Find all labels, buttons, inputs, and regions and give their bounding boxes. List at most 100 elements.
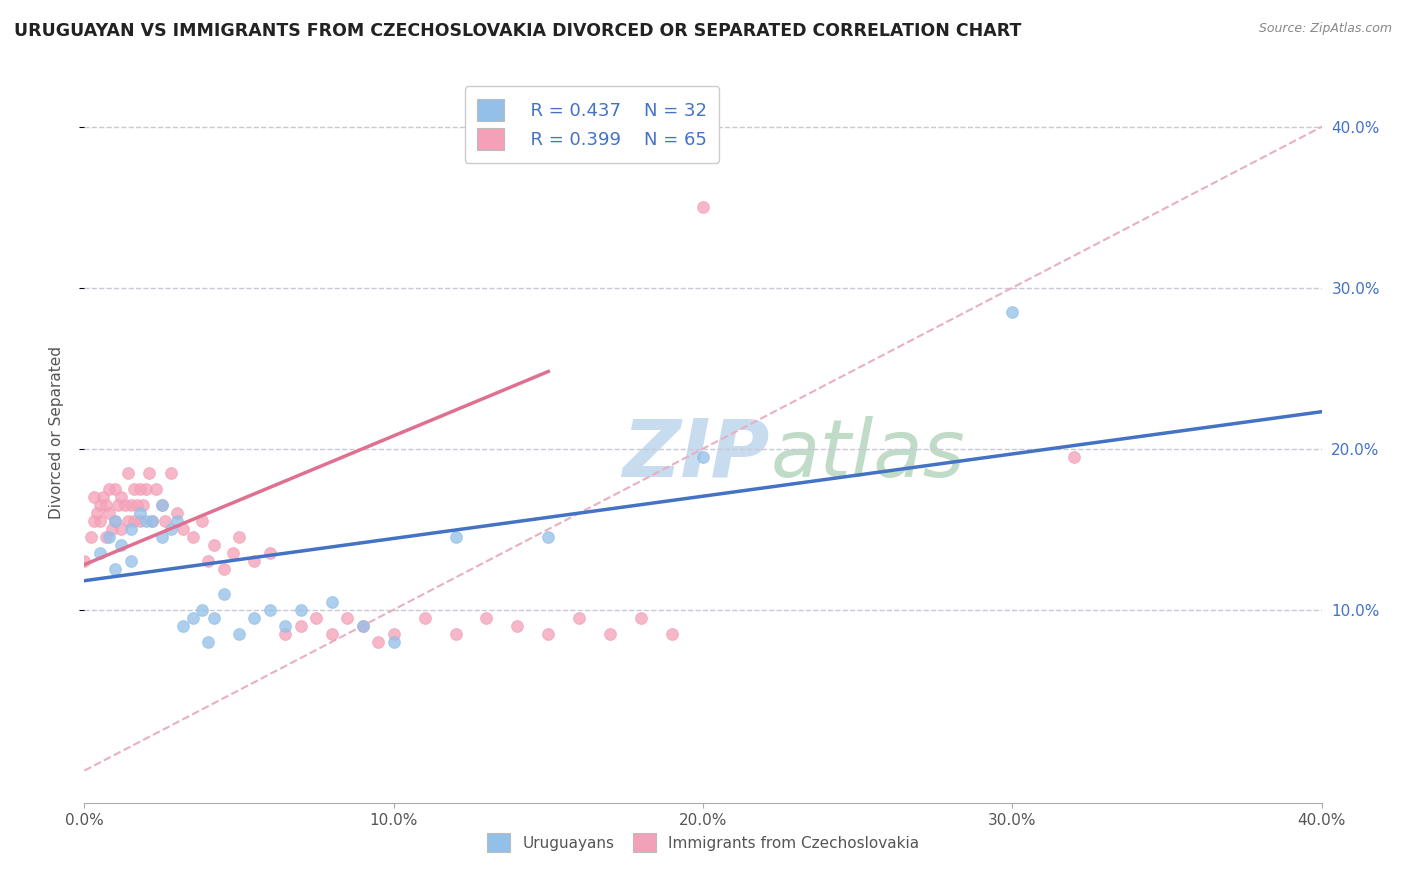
Point xyxy=(150,530,173,544)
Point xyxy=(1063,450,1085,464)
Point xyxy=(212,586,235,600)
Point xyxy=(117,466,139,480)
Point xyxy=(599,627,621,641)
Point xyxy=(129,482,152,496)
Point xyxy=(150,498,173,512)
Point xyxy=(630,610,652,624)
Point xyxy=(274,619,297,633)
Point xyxy=(141,514,163,528)
Point xyxy=(197,635,219,649)
Point xyxy=(228,627,250,641)
Point xyxy=(661,627,683,641)
Point xyxy=(120,498,142,512)
Point xyxy=(114,498,136,512)
Point xyxy=(83,514,105,528)
Point xyxy=(172,619,194,633)
Point xyxy=(122,482,145,496)
Point xyxy=(135,514,157,528)
Point xyxy=(274,627,297,641)
Point xyxy=(138,466,160,480)
Point xyxy=(104,514,127,528)
Point xyxy=(181,610,204,624)
Point xyxy=(228,530,250,544)
Point xyxy=(89,514,111,528)
Point xyxy=(506,619,529,633)
Point xyxy=(172,522,194,536)
Point xyxy=(382,627,405,641)
Point xyxy=(83,490,105,504)
Point xyxy=(202,538,225,552)
Point xyxy=(98,506,121,520)
Point xyxy=(321,627,343,641)
Point xyxy=(104,562,127,576)
Text: atlas: atlas xyxy=(770,416,966,494)
Point xyxy=(94,530,117,544)
Point xyxy=(107,498,129,512)
Point xyxy=(98,530,121,544)
Point xyxy=(94,498,117,512)
Point xyxy=(125,498,148,512)
Point xyxy=(150,498,173,512)
Point xyxy=(153,514,176,528)
Point xyxy=(243,610,266,624)
Point xyxy=(101,522,124,536)
Point xyxy=(305,610,328,624)
Point xyxy=(86,506,108,520)
Point xyxy=(202,610,225,624)
Point xyxy=(89,498,111,512)
Point xyxy=(145,482,167,496)
Point xyxy=(129,514,152,528)
Point xyxy=(91,490,114,504)
Point xyxy=(160,466,183,480)
Point xyxy=(692,200,714,214)
Point xyxy=(181,530,204,544)
Point xyxy=(110,522,132,536)
Point xyxy=(336,610,359,624)
Point xyxy=(79,530,101,544)
Text: Source: ZipAtlas.com: Source: ZipAtlas.com xyxy=(1258,22,1392,36)
Point xyxy=(110,538,132,552)
Point xyxy=(166,506,188,520)
Point xyxy=(290,619,312,633)
Legend: Uruguayans, Immigrants from Czechoslovakia: Uruguayans, Immigrants from Czechoslovak… xyxy=(481,827,925,858)
Point xyxy=(98,482,121,496)
Point xyxy=(132,498,155,512)
Point xyxy=(166,514,188,528)
Point xyxy=(444,627,467,641)
Point xyxy=(692,450,714,464)
Point xyxy=(352,619,374,633)
Point xyxy=(290,602,312,616)
Text: URUGUAYAN VS IMMIGRANTS FROM CZECHOSLOVAKIA DIVORCED OR SEPARATED CORRELATION CH: URUGUAYAN VS IMMIGRANTS FROM CZECHOSLOVA… xyxy=(14,22,1021,40)
Point xyxy=(1001,305,1024,319)
Point xyxy=(537,530,560,544)
Point xyxy=(117,514,139,528)
Point xyxy=(191,514,214,528)
Point xyxy=(352,619,374,633)
Point xyxy=(129,506,152,520)
Point xyxy=(110,490,132,504)
Point xyxy=(444,530,467,544)
Point xyxy=(259,546,281,560)
Point xyxy=(475,610,498,624)
Point xyxy=(382,635,405,649)
Point xyxy=(120,522,142,536)
Point xyxy=(89,546,111,560)
Point xyxy=(568,610,591,624)
Point xyxy=(222,546,245,560)
Text: ZIP: ZIP xyxy=(623,416,770,494)
Point xyxy=(243,554,266,568)
Point xyxy=(537,627,560,641)
Point xyxy=(212,562,235,576)
Point xyxy=(191,602,214,616)
Point xyxy=(160,522,183,536)
Point xyxy=(104,482,127,496)
Point xyxy=(122,514,145,528)
Point xyxy=(135,482,157,496)
Point xyxy=(73,554,96,568)
Point xyxy=(141,514,163,528)
Point xyxy=(120,554,142,568)
Point xyxy=(321,594,343,608)
Point xyxy=(413,610,436,624)
Point xyxy=(259,602,281,616)
Point xyxy=(197,554,219,568)
